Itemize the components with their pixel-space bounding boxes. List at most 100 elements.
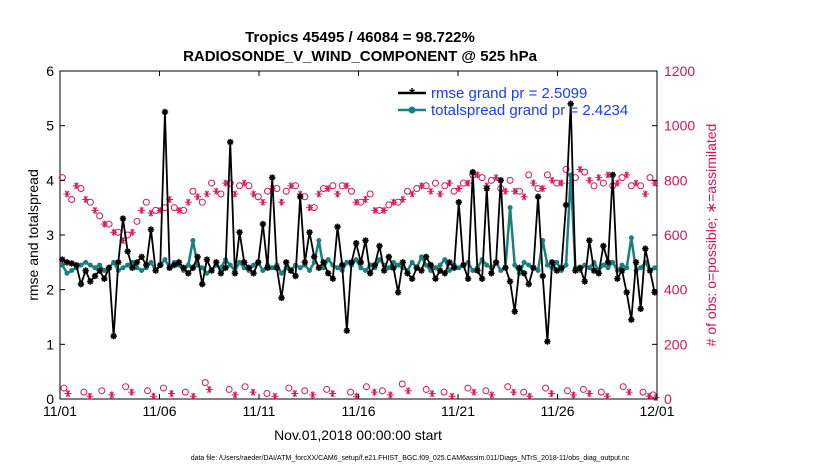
obs-assimilated-marker: [212, 187, 220, 195]
rmse-point: [413, 264, 421, 271]
obs-low-assimilated-marker: [569, 391, 577, 399]
obs-assimilated-marker: [352, 198, 360, 206]
rmse-point: [236, 229, 243, 236]
rmse-point: [450, 264, 458, 271]
chart-subtitle: RADIOSONDE_V_WIND_COMPONENT @ 525 hPa: [183, 48, 538, 65]
rmse-point: [586, 237, 593, 244]
obs-low-assimilated-marker: [370, 388, 378, 396]
obs-assimilated-marker: [184, 198, 192, 206]
totalspread-point: [241, 265, 247, 271]
rmse-point: [133, 259, 141, 266]
rmse-point: [590, 267, 598, 274]
legend-spread-label: totalspread grand pr = 2.4234: [431, 102, 628, 119]
obs-assimilated-marker: [380, 206, 388, 214]
totalspread-point: [544, 262, 550, 268]
obs-assimilated-marker: [91, 206, 99, 214]
obs-assimilated-marker: [128, 228, 136, 236]
rmse-point: [422, 253, 430, 261]
obs-low-assimilated-marker: [271, 392, 279, 400]
rmse-point: [189, 264, 197, 271]
rmse-point: [548, 259, 556, 266]
obs-assimilated-marker: [595, 174, 603, 182]
obs-assimilated-marker: [445, 179, 453, 187]
totalspread-point: [521, 259, 527, 265]
obs-low-possible-marker: [563, 387, 571, 395]
rmse-point: [143, 261, 150, 269]
obs-assimilated-marker: [641, 190, 649, 198]
x-tick-label: 11/21: [441, 403, 475, 419]
rmse-point: [511, 308, 518, 315]
obs-low-assimilated-marker: [86, 392, 94, 400]
obs-assimilated-marker: [72, 182, 80, 190]
rmse-point: [441, 270, 448, 277]
rmse-point: [418, 267, 425, 274]
rmse-point: [296, 193, 304, 200]
rmse-point: [175, 259, 183, 266]
y-right-tick-label: 1200: [664, 63, 695, 79]
totalspread-point: [335, 265, 341, 271]
totalspread-point: [446, 268, 452, 274]
obs-low-possible-marker: [241, 383, 249, 391]
obs-possible-marker: [189, 187, 197, 195]
obs-assimilated-marker: [175, 206, 183, 214]
totalspread-point: [437, 262, 443, 268]
obs-low-possible-marker: [482, 387, 490, 395]
obs-assimilated-marker: [259, 198, 267, 206]
rmse-point: [642, 245, 649, 252]
totalspread-point: [386, 265, 392, 271]
rmse-point: [194, 253, 201, 261]
obs-low-possible-marker: [80, 388, 88, 396]
rmse-point: [306, 229, 313, 236]
obs-markers: [58, 165, 660, 402]
obs-assimilated-marker: [585, 176, 593, 184]
obs-possible-marker: [282, 187, 290, 195]
obs-low-possible-marker: [542, 384, 550, 392]
legend-rmse-marker: *: [409, 85, 415, 102]
rmse-point: [427, 261, 434, 269]
totalspread-point: [563, 262, 569, 268]
obs-possible-marker: [599, 179, 607, 187]
obs-low-assimilated-marker: [167, 390, 175, 398]
rmse-point: [520, 270, 528, 277]
obs-low-possible-marker: [225, 385, 233, 393]
totalspread-point: [120, 265, 126, 271]
rmse-point: [572, 267, 579, 274]
totalspread-point: [353, 257, 359, 263]
obs-assimilated-marker: [399, 195, 407, 203]
rmse-point: [404, 270, 411, 277]
rmse-point: [600, 242, 607, 250]
rmse-point: [110, 332, 117, 340]
obs-assimilated-marker: [324, 185, 332, 193]
y-tick-label: 2: [46, 282, 54, 298]
totalspread-point: [199, 265, 205, 271]
rmse-point: [82, 267, 89, 274]
obs-assimilated-marker: [306, 204, 314, 212]
obs-low-possible-marker: [285, 384, 293, 392]
totalspread-point: [619, 262, 625, 268]
rmse-point: [105, 264, 113, 271]
totalspread-point: [432, 265, 438, 271]
totalspread-point: [395, 262, 401, 268]
obs-possible-marker: [348, 187, 356, 195]
rmse-point: [394, 289, 402, 296]
y-tick-label: 0: [46, 391, 54, 407]
totalspread-point: [269, 265, 275, 271]
x-axis-label: Nov.01,2018 00:00:00 start: [274, 427, 442, 443]
obs-possible-marker: [96, 212, 104, 220]
totalspread-point: [442, 257, 448, 263]
obs-low-possible-marker: [378, 387, 386, 395]
obs-possible-marker: [431, 179, 439, 187]
totalspread-point: [139, 268, 145, 274]
totalspread-point: [162, 257, 168, 263]
obs-assimilated-marker: [287, 182, 295, 190]
totalspread-point: [134, 265, 140, 271]
obs-assimilated-marker: [343, 182, 351, 190]
rmse-point: [124, 248, 131, 255]
obs-assimilated-marker: [613, 179, 621, 187]
totalspread-point: [344, 259, 350, 265]
rmse-point: [464, 275, 472, 282]
y-right-tick-label: 200: [664, 336, 688, 352]
plot-area: [59, 70, 658, 400]
obs-low-possible-marker: [144, 387, 152, 395]
rmse-point: [525, 281, 532, 288]
